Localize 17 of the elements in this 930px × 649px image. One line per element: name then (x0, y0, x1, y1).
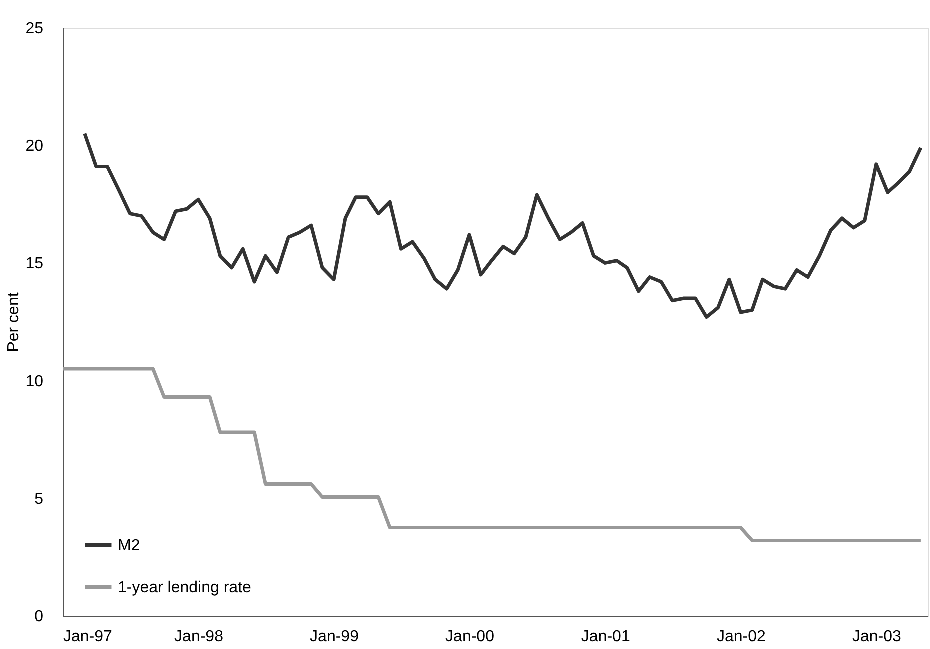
x-tick-label: Jan-99 (310, 628, 360, 646)
y-tick-label: 10 (26, 373, 44, 390)
y-tick-label: 20 (26, 138, 44, 156)
x-tick-label: Jan-97 (64, 628, 113, 646)
y-axis-title: Per cent (6, 292, 23, 352)
y-tick-label: 0 (34, 608, 44, 626)
x-tick-label: Jan-03 (852, 628, 902, 646)
x-tick-label: Jan-00 (446, 628, 495, 646)
x-tick-label: Jan-01 (581, 628, 630, 646)
legend-label: 1-year lending rate (118, 580, 252, 596)
line-series (83, 132, 923, 320)
x-tick-label: Jan-98 (174, 628, 224, 646)
y-tick-label: 5 (34, 490, 44, 508)
y-tick-label: 15 (26, 256, 44, 273)
y-tick-label: 25 (26, 20, 44, 38)
legend-label: M2 (118, 538, 140, 554)
x-tick-label: Jan-02 (716, 628, 766, 646)
